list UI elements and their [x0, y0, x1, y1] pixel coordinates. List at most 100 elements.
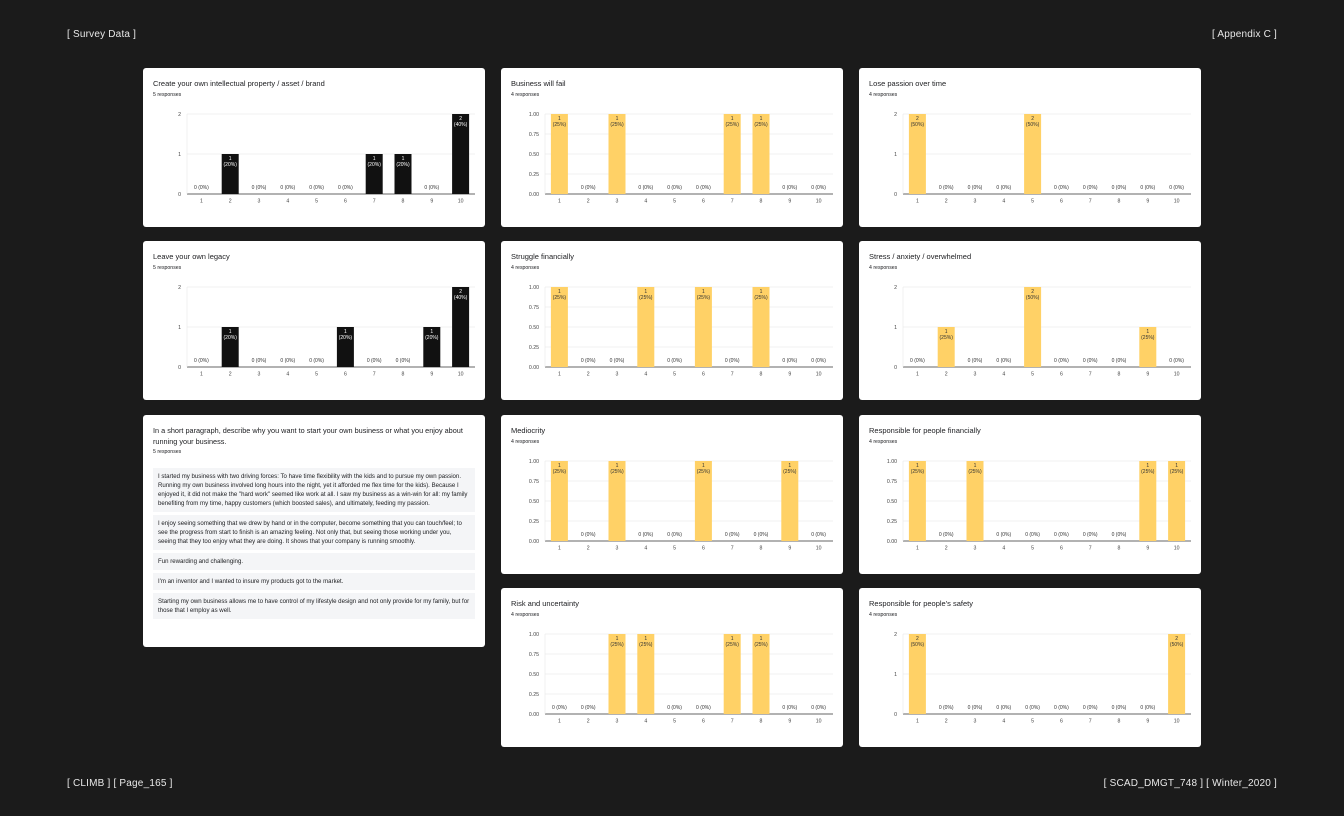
- bar: [637, 634, 655, 714]
- bar-value-label: 2: [1031, 289, 1034, 295]
- bar: [1139, 461, 1157, 541]
- x-tick-label: 5: [315, 372, 318, 378]
- bar: [781, 461, 799, 541]
- x-tick-label: 5: [673, 199, 676, 205]
- chart-title: Lose passion over time: [869, 79, 947, 88]
- x-tick-label: 1: [558, 372, 561, 378]
- x-tick-label: 5: [315, 199, 318, 205]
- chart-title: Struggle financially: [511, 252, 574, 261]
- bar-value-label: 0 (0%): [638, 532, 653, 538]
- y-tick-label: 0.25: [529, 172, 539, 178]
- bar-value-label: 1: [916, 463, 919, 469]
- bar: [694, 287, 712, 367]
- x-tick-label: 6: [1060, 372, 1063, 378]
- x-tick-label: 10: [816, 719, 822, 725]
- response-item: Fun rewarding and challenging.: [153, 553, 475, 570]
- bar-value-label: 1: [430, 329, 433, 335]
- x-tick-label: 1: [916, 372, 919, 378]
- chart-response-count: 4 responses: [869, 439, 898, 445]
- x-tick-label: 8: [1118, 719, 1121, 725]
- y-tick-label: 0.00: [529, 365, 539, 371]
- x-tick-label: 8: [760, 199, 763, 205]
- x-tick-label: 2: [945, 719, 948, 725]
- bar-percent-label: (25%): [911, 469, 925, 475]
- bar-percent-label: (40%): [454, 122, 468, 128]
- chart-title: Stress / anxiety / overwhelmed: [869, 252, 972, 261]
- x-tick-label: 10: [458, 372, 464, 378]
- bar-value-label: 0 (0%): [1025, 532, 1040, 538]
- bar: [1168, 634, 1186, 714]
- y-tick-label: 0: [178, 192, 181, 198]
- y-tick-label: 0.75: [887, 479, 897, 485]
- bar-value-label: 1: [616, 636, 619, 642]
- x-tick-label: 1: [200, 199, 203, 205]
- x-tick-label: 6: [1060, 719, 1063, 725]
- x-tick-label: 4: [644, 546, 647, 552]
- bar-value-label: 0 (0%): [194, 185, 209, 191]
- bar-value-label: 0 (0%): [754, 532, 769, 538]
- bar-value-label: 1: [558, 289, 561, 295]
- bar: [1024, 114, 1042, 194]
- x-tick-label: 7: [1089, 546, 1092, 552]
- x-tick-label: 9: [430, 372, 433, 378]
- bar-value-label: 0 (0%): [667, 705, 682, 711]
- bar-percent-label: (50%): [911, 642, 925, 648]
- bar-value-label: 0 (0%): [1054, 532, 1069, 538]
- bar: [550, 461, 568, 541]
- bar-value-label: 1: [731, 636, 734, 642]
- x-tick-label: 2: [945, 546, 948, 552]
- bar-value-label: 0 (0%): [309, 358, 324, 364]
- bar-value-label: 1: [731, 116, 734, 122]
- bar: [608, 634, 626, 714]
- bar-value-label: 0 (0%): [782, 358, 797, 364]
- bar-value-label: 0 (0%): [667, 185, 682, 191]
- bar: [423, 327, 441, 367]
- response-list: I started my business with two driving f…: [153, 468, 475, 622]
- bar-value-label: 1: [702, 289, 705, 295]
- bar-value-label: 2: [1031, 116, 1034, 122]
- chart-response-count: 5 responses: [153, 265, 182, 271]
- bar-value-label: 0 (0%): [1083, 532, 1098, 538]
- x-tick-label: 1: [916, 199, 919, 205]
- bar-percent-label: (25%): [697, 469, 711, 475]
- bar-percent-label: (25%): [783, 469, 797, 475]
- chart-card-lose-passion: Lose passion over time 4 responses 0 1 2 1 2…: [859, 68, 1201, 227]
- bar-value-label: 1: [558, 463, 561, 469]
- y-tick-label: 0.00: [529, 712, 539, 718]
- bar-percent-label: (50%): [1026, 122, 1040, 128]
- x-tick-label: 9: [430, 199, 433, 205]
- bar-value-label: 0 (0%): [968, 358, 983, 364]
- chart-title: Mediocrity: [511, 426, 546, 435]
- x-tick-label: 10: [816, 372, 822, 378]
- x-tick-label: 6: [1060, 546, 1063, 552]
- y-tick-label: 2: [178, 112, 181, 118]
- x-tick-label: 7: [731, 199, 734, 205]
- bar-value-label: 0 (0%): [581, 532, 596, 538]
- bar-value-label: 1: [558, 116, 561, 122]
- x-tick-label: 2: [229, 372, 232, 378]
- bar-value-label: 1: [1146, 329, 1149, 335]
- bar-percent-label: (25%): [553, 122, 567, 128]
- bar-value-label: 1: [229, 329, 232, 335]
- bar-percent-label: (25%): [610, 122, 624, 128]
- x-tick-label: 3: [258, 372, 261, 378]
- bar: [937, 327, 955, 367]
- y-tick-label: 1.00: [529, 459, 539, 465]
- bar-percent-label: (50%): [911, 122, 925, 128]
- chart-card-responsible-safety: Responsible for people's safety 4 respon…: [859, 588, 1201, 747]
- bar: [723, 634, 741, 714]
- x-tick-label: 1: [558, 199, 561, 205]
- bar: [550, 114, 568, 194]
- bar-value-label: 0 (0%): [424, 185, 439, 191]
- chart-title: Responsible for people financially: [869, 426, 981, 435]
- bar-percent-label: (20%): [396, 162, 410, 168]
- x-tick-label: 2: [587, 199, 590, 205]
- x-tick-label: 10: [816, 546, 822, 552]
- bar-value-label: 1: [945, 329, 948, 335]
- y-tick-label: 1: [894, 152, 897, 158]
- bar-percent-label: (25%): [1141, 335, 1155, 341]
- x-tick-label: 2: [945, 372, 948, 378]
- y-tick-label: 0: [894, 365, 897, 371]
